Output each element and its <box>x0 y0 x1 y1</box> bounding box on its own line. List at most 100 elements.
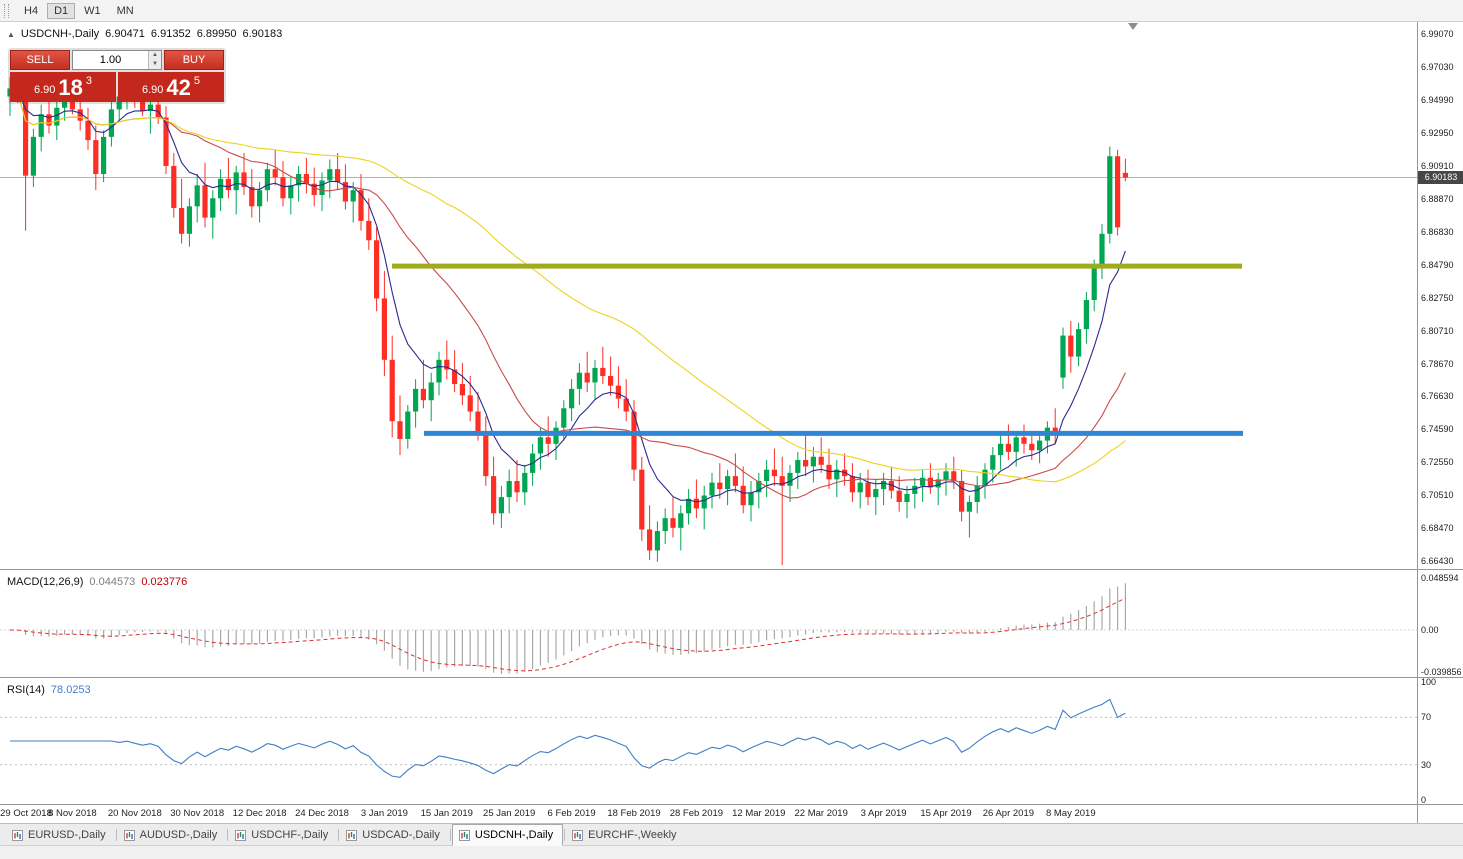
ohlc-low: 6.89950 <box>196 28 237 40</box>
axis-corner <box>1418 805 1463 823</box>
toolbar-grip[interactable] <box>4 3 9 18</box>
rsi-axis[interactable]: 100 70 30 0 <box>1418 677 1463 805</box>
rsi-indicator-pane[interactable]: RSI(14) 78.0253 <box>0 678 1417 805</box>
chart-workspace: ▲ USDCNH-,Daily 6.90471 6.91352 6.89950 … <box>0 22 1463 823</box>
time-axis[interactable]: 29 Oct 2018 8 Nov 2018 20 Nov 2018 30 Nov 2… <box>0 805 1417 823</box>
chart-tab-icon <box>572 829 584 841</box>
macd-signal-value: 0.023776 <box>141 576 188 588</box>
chart-tab-label: USDCHF-,Daily <box>251 829 329 841</box>
tab-eurchf-weekly[interactable]: EURCHF-,Weekly <box>566 825 685 845</box>
timeframe-h4[interactable]: H4 <box>17 3 45 19</box>
date-axis-label: 12 Dec 2018 <box>232 808 287 819</box>
macd-header: MACD(12,26,9) 0.044573 0.023776 <box>7 576 187 588</box>
chart-tab-icon <box>235 829 247 841</box>
price-axis-label: 6.84790 <box>1421 259 1454 270</box>
price-axis-column[interactable]: 6.99070 6.97030 6.94990 6.92950 6.90910 6.888… <box>1417 22 1463 823</box>
price-axis-label: 6.88870 <box>1421 193 1454 204</box>
macd-axis-label: 0.048594 <box>1421 573 1459 584</box>
macd-axis-label: 0.00 <box>1421 624 1439 635</box>
date-axis-label: 3 Jan 2019 <box>360 808 408 819</box>
chart-tab-label: AUDUSD-,Daily <box>139 829 218 841</box>
ohlc-open: 6.90471 <box>105 28 145 40</box>
price-axis-label: 6.80710 <box>1421 325 1454 336</box>
tab-usdcad-daily[interactable]: USDCAD-,Daily <box>340 825 449 845</box>
candlestick-chart <box>0 23 1417 565</box>
volume-value[interactable]: 1.00 <box>99 54 122 66</box>
price-axis-label: 6.74590 <box>1421 424 1454 435</box>
buy-price-display[interactable]: 6.90 42 5 <box>118 72 224 102</box>
status-strip <box>0 845 1463 859</box>
sell-price-display[interactable]: 6.90 18 3 <box>10 72 116 102</box>
buy-button[interactable]: BUY <box>164 50 224 70</box>
tab-separator <box>227 829 229 841</box>
date-axis-label: 26 Apr 2019 <box>982 808 1035 819</box>
rsi-chart <box>0 698 1417 778</box>
sell-price-base: 6.90 <box>33 84 56 96</box>
rsi-axis-label: 0 <box>1421 795 1427 805</box>
date-axis-label: 15 Apr 2019 <box>920 808 972 819</box>
trendlines-layer[interactable] <box>392 263 1243 436</box>
rsi-axis-label: 30 <box>1421 759 1432 770</box>
price-axis-label: 6.72550 <box>1421 457 1454 468</box>
macd-chart <box>0 583 1417 674</box>
one-click-trading-panel: SELL 1.00 ▲ ▼ BUY 6.90 18 3 <box>8 48 226 104</box>
chart-tab-bar: EURUSD-,Daily AUDUSD-,Daily USDCHF-,Daily U… <box>0 823 1463 846</box>
chart-title: USDCNH-,Daily <box>20 28 100 40</box>
date-axis-label: 6 Feb 2019 <box>547 808 596 819</box>
tab-separator <box>564 829 566 841</box>
date-axis-label: 12 Mar 2019 <box>732 808 786 819</box>
buy-price-point: 5 <box>193 75 201 87</box>
timeframe-mn[interactable]: MN <box>110 3 141 19</box>
moving-averages-layer <box>9 87 1126 503</box>
price-axis-label: 6.66430 <box>1421 556 1454 567</box>
rsi-axis-label: 70 <box>1421 712 1432 723</box>
rsi-name: RSI(14) <box>7 684 45 696</box>
date-axis-label: 8 May 2019 <box>1045 808 1096 819</box>
tab-eurusd-daily[interactable]: EURUSD-,Daily <box>6 825 115 845</box>
price-axis-label: 6.97030 <box>1421 61 1454 72</box>
chart-tab-label: USDCNH-,Daily <box>474 829 554 841</box>
rsi-header: RSI(14) 78.0253 <box>7 684 91 696</box>
chart-tab-icon <box>123 829 135 841</box>
date-axis-label: 15 Jan 2019 <box>420 808 473 819</box>
tab-separator <box>449 829 451 841</box>
volume-spinner[interactable]: ▲ ▼ <box>148 51 161 69</box>
chart-tab-label: EURUSD-,Daily <box>28 829 106 841</box>
chart-tab-label: USDCAD-,Daily <box>362 829 440 841</box>
date-axis-label: 29 Oct 2018 <box>0 808 52 819</box>
sell-button[interactable]: SELL <box>10 50 70 70</box>
sell-price-pips: 18 <box>58 75 83 100</box>
price-chart-pane[interactable]: ▲ USDCNH-,Daily 6.90471 6.91352 6.89950 … <box>0 22 1417 570</box>
price-axis-label: 6.82750 <box>1421 292 1454 303</box>
macd-indicator-pane[interactable]: MACD(12,26,9) 0.044573 0.023776 <box>0 570 1417 678</box>
date-axis-label: 25 Jan 2019 <box>483 808 536 819</box>
volume-input[interactable]: 1.00 ▲ ▼ <box>72 50 162 70</box>
tab-usdchf-daily[interactable]: USDCHF-,Daily <box>229 825 337 845</box>
timeframe-w1[interactable]: W1 <box>77 3 108 19</box>
rsi-line <box>10 698 1126 778</box>
timeframe-d1[interactable]: D1 <box>47 2 76 19</box>
tab-audusd-daily[interactable]: AUDUSD-,Daily <box>118 825 227 845</box>
buy-price-base: 6.90 <box>141 84 164 96</box>
chart-column: ▲ USDCNH-,Daily 6.90471 6.91352 6.89950 … <box>0 22 1417 823</box>
timeframe-toolbar: H4 D1 W1 MN <box>0 0 1463 22</box>
price-axis-label: 6.68470 <box>1421 523 1454 534</box>
chart-shift-marker-icon[interactable] <box>1128 23 1138 30</box>
price-axis-label: 6.76630 <box>1421 391 1454 402</box>
rsi-value: 78.0253 <box>50 684 91 696</box>
price-axis-label: 6.78670 <box>1421 358 1454 369</box>
current-price-badge: 6.90183 <box>1418 171 1463 185</box>
price-axis-label: 6.90910 <box>1421 160 1454 171</box>
volume-up-icon[interactable]: ▲ <box>149 51 161 60</box>
price-axis-label: 6.70510 <box>1421 490 1454 501</box>
buy-price-pips: 42 <box>166 75 191 100</box>
macd-name: MACD(12,26,9) <box>7 576 84 588</box>
tab-usdcnh-daily[interactable]: USDCNH-,Daily <box>451 824 564 846</box>
chart-tab-icon <box>12 829 23 841</box>
price-axis[interactable]: 6.99070 6.97030 6.94990 6.92950 6.90910 6.888… <box>1418 22 1463 570</box>
macd-axis[interactable]: 0.048594 0.00 -0.039856 <box>1418 570 1463 678</box>
volume-down-icon[interactable]: ▼ <box>149 60 161 69</box>
macd-value: 0.044573 <box>89 576 136 588</box>
sell-price-point: 3 <box>85 75 93 87</box>
